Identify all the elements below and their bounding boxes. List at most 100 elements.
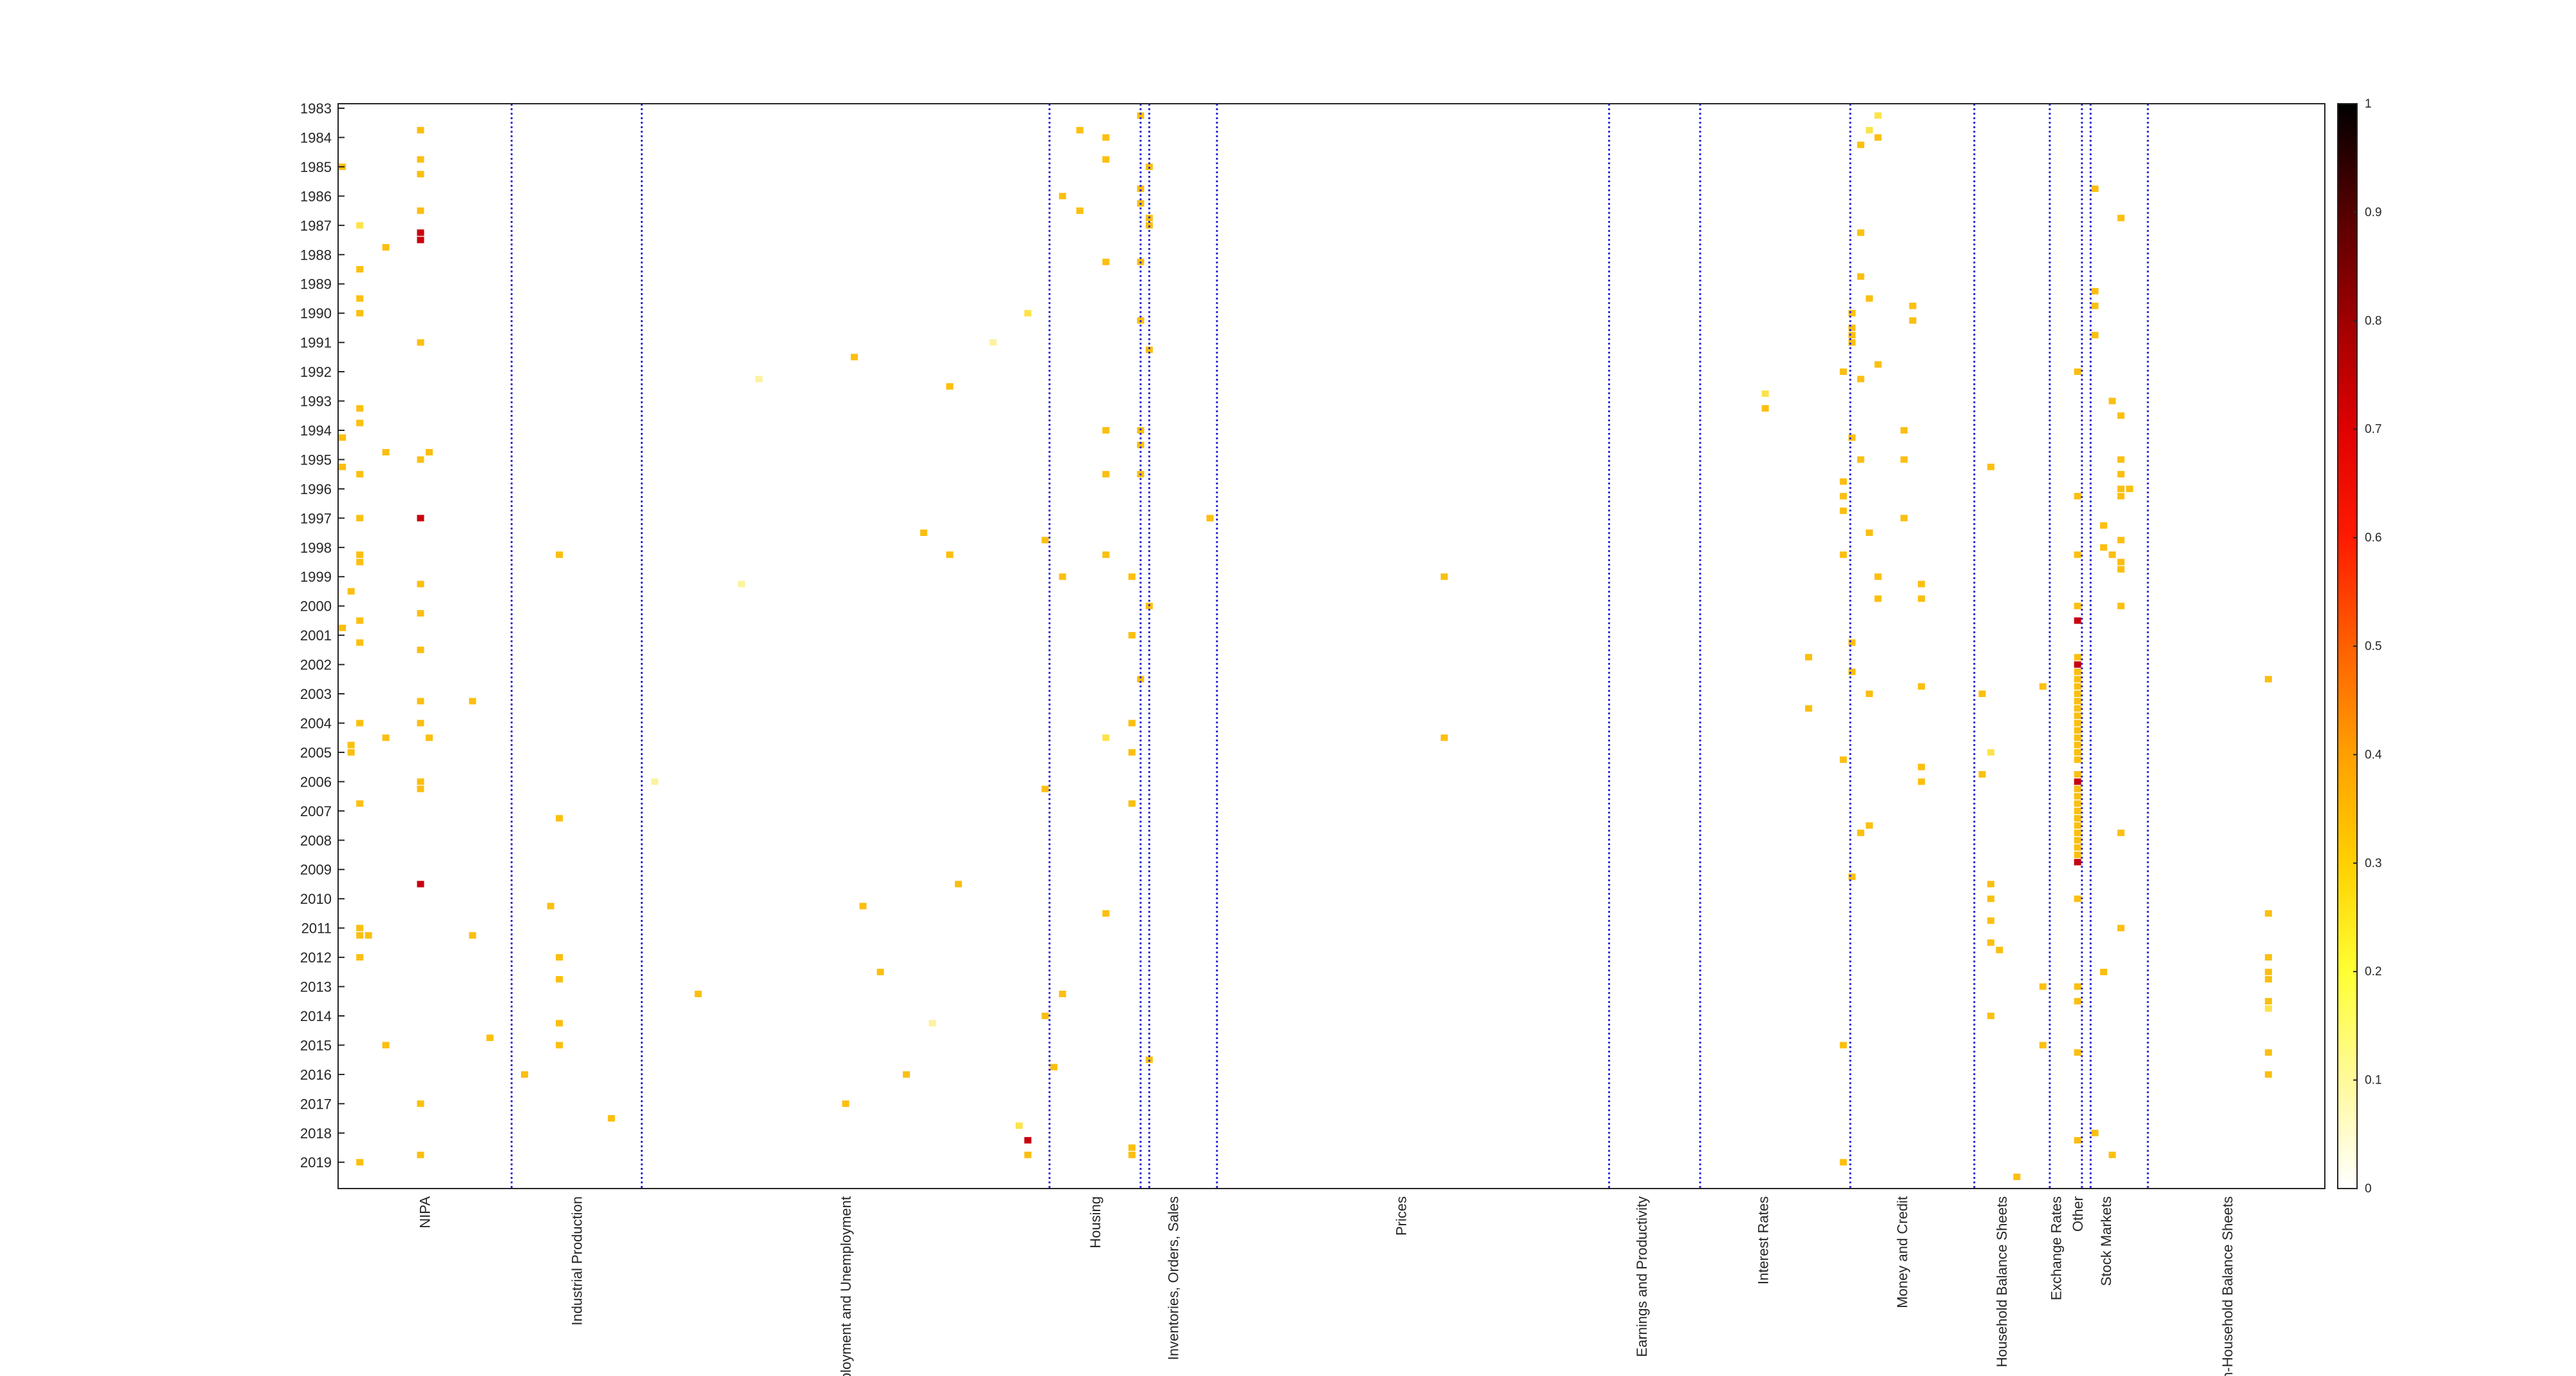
heatmap-cell: [1804, 705, 1812, 712]
heatmap-cell: [1050, 1064, 1057, 1071]
heatmap-cell: [1918, 778, 1926, 785]
heatmap-cell: [1857, 829, 1864, 836]
heatmap-cell: [902, 1071, 910, 1078]
heatmap-cell: [1102, 134, 1110, 141]
heatmap-cell: [417, 698, 424, 705]
heatmap-cell: [1761, 405, 1769, 412]
heatmap-cell: [417, 580, 424, 588]
y-tick-label: 1996: [300, 481, 332, 497]
heatmap-cell: [737, 580, 745, 588]
heatmap-cell: [2117, 829, 2125, 836]
y-tick-label: 1986: [300, 188, 332, 204]
y-tick-label: 2007: [300, 803, 332, 819]
y-tick-label: 2012: [300, 950, 332, 966]
heatmap-cell: [1059, 990, 1066, 997]
heatmap-cell: [1206, 515, 1214, 522]
heatmap-cell: [382, 244, 390, 251]
heatmap-cell: [2264, 910, 2272, 917]
heatmap-cell: [2264, 676, 2272, 683]
heatmap-cell: [1804, 654, 1812, 661]
heatmap-cell: [356, 617, 364, 624]
heatmap-cell: [1900, 427, 1908, 434]
heatmap-cell: [2117, 456, 2125, 463]
heatmap-cell: [417, 229, 424, 236]
heatmap-cell: [1874, 112, 1882, 119]
heatmap-cell: [339, 463, 346, 470]
heatmap-cell: [1978, 771, 1986, 778]
heatmap-cell: [356, 559, 364, 566]
category-label: Money and Credit: [1894, 1196, 1910, 1308]
heatmap-cell: [2074, 859, 2081, 866]
heatmap-cell: [347, 741, 355, 749]
heatmap-cell: [1059, 193, 1066, 200]
heatmap-cell: [2117, 537, 2125, 544]
heatmap-cell: [347, 749, 355, 756]
heatmap-cell: [1839, 756, 1847, 763]
heatmap-cell: [521, 1071, 529, 1078]
heatmap-cell: [1848, 874, 1856, 881]
heatmap-cell: [1987, 881, 1994, 888]
heatmap-cell: [1874, 595, 1882, 602]
heatmap-cell: [2264, 968, 2272, 975]
category-label: Housing: [1087, 1196, 1103, 1248]
heatmap-cell: [1857, 229, 1864, 236]
heatmap-cell: [417, 881, 424, 888]
heatmap-cell: [1874, 134, 1882, 141]
heatmap-cell: [2074, 551, 2081, 559]
y-tick-label: 2001: [300, 627, 332, 644]
heatmap-cell: [2091, 288, 2099, 295]
heatmap-cell: [2074, 602, 2081, 609]
category-label: Other: [2070, 1196, 2086, 1232]
heatmap-cell: [356, 295, 364, 302]
y-tick-label: 2014: [300, 1008, 332, 1024]
heatmap-cell: [1102, 551, 1110, 559]
y-tick-label: 2003: [300, 686, 332, 702]
plot-frame: [337, 103, 2325, 1189]
heatmap-cell: [417, 171, 424, 178]
heatmap-cell: [2100, 522, 2107, 529]
heatmap-cell: [2074, 712, 2081, 720]
y-tick-label: 1989: [300, 276, 332, 292]
heatmap-cell: [2117, 924, 2125, 932]
heatmap-cell: [2074, 734, 2081, 741]
heatmap-cell: [356, 1159, 364, 1166]
heatmap-cell: [1839, 493, 1847, 500]
colorbar-tick-label: 0.2: [2365, 965, 2382, 979]
heatmap-cell: [1848, 332, 1856, 339]
y-tick-label: 1993: [300, 394, 332, 410]
y-tick-label: 1987: [300, 218, 332, 234]
heatmap-cell: [1102, 734, 1110, 741]
y-tick-label: 1992: [300, 364, 332, 380]
heatmap-cell: [989, 339, 997, 346]
heatmap-cell: [1987, 939, 1994, 946]
heatmap-cell: [417, 236, 424, 244]
heatmap-cell: [2074, 800, 2081, 807]
y-tick-label: 1985: [300, 159, 332, 175]
y-tick-label: 1990: [300, 305, 332, 321]
heatmap-cell: [417, 785, 424, 792]
heatmap-cell: [2074, 1137, 2081, 1144]
heatmap-cell: [2074, 368, 2081, 375]
heatmap-cell: [1874, 573, 1882, 580]
heatmap-cell: [1978, 691, 1986, 697]
heatmap-cell: [851, 354, 858, 361]
heatmap-cell: [365, 932, 372, 939]
heatmap-cell: [1024, 1137, 1032, 1144]
heatmap-cell: [356, 954, 364, 961]
colorbar-tick-label: 0.9: [2365, 205, 2382, 219]
heatmap-cell: [556, 976, 563, 983]
heatmap-cell: [469, 698, 477, 705]
heatmap-cell: [417, 515, 424, 522]
heatmap-cell: [2074, 741, 2081, 749]
colorbar-tick-label: 0.3: [2365, 857, 2382, 870]
y-tick-label: 1983: [300, 100, 332, 117]
heatmap-cell: [1848, 339, 1856, 346]
heatmap-cell: [1866, 691, 1873, 697]
heatmap-cell: [2117, 412, 2125, 419]
heatmap-cell: [1128, 1151, 1136, 1158]
y-tick-label: 1991: [300, 335, 332, 351]
heatmap-cell: [1016, 1122, 1023, 1129]
heatmap-cell: [1987, 895, 1994, 903]
heatmap-cell: [946, 383, 954, 390]
heatmap-cell: [1076, 127, 1084, 134]
